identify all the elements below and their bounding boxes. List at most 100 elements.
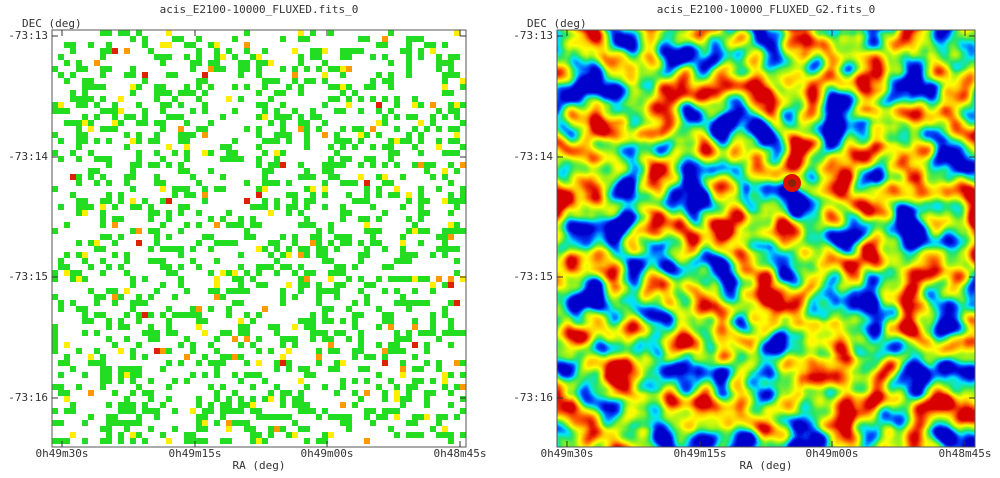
pixel <box>448 318 454 324</box>
pixel <box>202 330 208 336</box>
pixel <box>226 96 232 102</box>
pixel <box>58 258 64 264</box>
pixel <box>286 192 292 198</box>
y-axis-label: DEC (deg) <box>22 17 82 30</box>
pixel <box>256 336 262 342</box>
pixel <box>52 102 58 108</box>
pixel <box>328 318 334 324</box>
pixel <box>112 120 118 126</box>
pixel <box>184 132 190 138</box>
pixel <box>334 84 340 90</box>
pixel <box>106 318 112 324</box>
pixel <box>448 282 454 288</box>
pixel <box>442 414 448 420</box>
pixel <box>448 66 454 72</box>
pixel <box>340 270 346 276</box>
pixel <box>118 438 124 444</box>
pixel <box>124 48 130 54</box>
pixel <box>430 312 436 318</box>
pixel <box>178 132 184 138</box>
pixel <box>316 348 322 354</box>
pixel <box>328 222 334 228</box>
pixel <box>322 288 328 294</box>
pixel <box>238 378 244 384</box>
pixel <box>196 318 202 324</box>
pixel <box>256 90 262 96</box>
pixel <box>148 408 154 414</box>
pixel <box>406 258 412 264</box>
pixel <box>346 234 352 240</box>
pixel <box>244 228 250 234</box>
pixel <box>52 324 58 330</box>
pixel <box>88 84 94 90</box>
pixel <box>148 324 154 330</box>
pixel <box>310 234 316 240</box>
pixel <box>226 420 232 426</box>
pixel <box>442 78 448 84</box>
pixel <box>448 102 454 108</box>
pixel <box>280 114 286 120</box>
pixel <box>322 72 328 78</box>
pixel <box>250 204 256 210</box>
pixel <box>202 78 208 84</box>
pixel <box>304 132 310 138</box>
pixel <box>100 126 106 132</box>
pixel <box>244 288 250 294</box>
pixel <box>346 426 352 432</box>
pixel <box>130 276 136 282</box>
pixel <box>334 414 340 420</box>
pixel <box>328 240 334 246</box>
pixel <box>298 426 304 432</box>
pixel <box>82 120 88 126</box>
pixel <box>430 162 436 168</box>
pixel <box>394 258 400 264</box>
pixel <box>442 372 448 378</box>
pixel <box>202 126 208 132</box>
pixel <box>88 414 94 420</box>
pixel <box>112 222 118 228</box>
pixel <box>226 150 232 156</box>
pixel <box>430 48 436 54</box>
pixel <box>202 354 208 360</box>
pixel <box>58 360 64 366</box>
pixel <box>352 318 358 324</box>
pixel <box>268 252 274 258</box>
pixel <box>370 354 376 360</box>
pixel <box>256 348 262 354</box>
pixel <box>448 246 454 252</box>
pixel <box>382 312 388 318</box>
pixel <box>82 312 88 318</box>
pixel <box>70 408 76 414</box>
pixel <box>124 396 130 402</box>
pixel <box>100 210 106 216</box>
pixel <box>64 264 70 270</box>
pixel <box>100 246 106 252</box>
pixel <box>178 102 184 108</box>
pixel <box>184 150 190 156</box>
pixel <box>172 36 178 42</box>
pixel <box>274 114 280 120</box>
pixel <box>70 150 76 156</box>
pixel <box>292 420 298 426</box>
pixel <box>406 48 412 54</box>
pixel <box>376 132 382 138</box>
pixel <box>304 270 310 276</box>
pixel <box>460 102 466 108</box>
pixel <box>178 282 184 288</box>
pixel <box>124 372 130 378</box>
pixel <box>412 102 418 108</box>
pixel <box>262 48 268 54</box>
pixel <box>322 48 328 54</box>
pixel <box>178 186 184 192</box>
pixel <box>412 366 418 372</box>
pixel <box>388 312 394 318</box>
pixel <box>340 204 346 210</box>
pixel <box>376 228 382 234</box>
pixel <box>268 162 274 168</box>
pixel <box>382 318 388 324</box>
pixel <box>214 240 220 246</box>
pixel <box>280 414 286 420</box>
pixel <box>406 330 412 336</box>
pixel <box>70 276 76 282</box>
